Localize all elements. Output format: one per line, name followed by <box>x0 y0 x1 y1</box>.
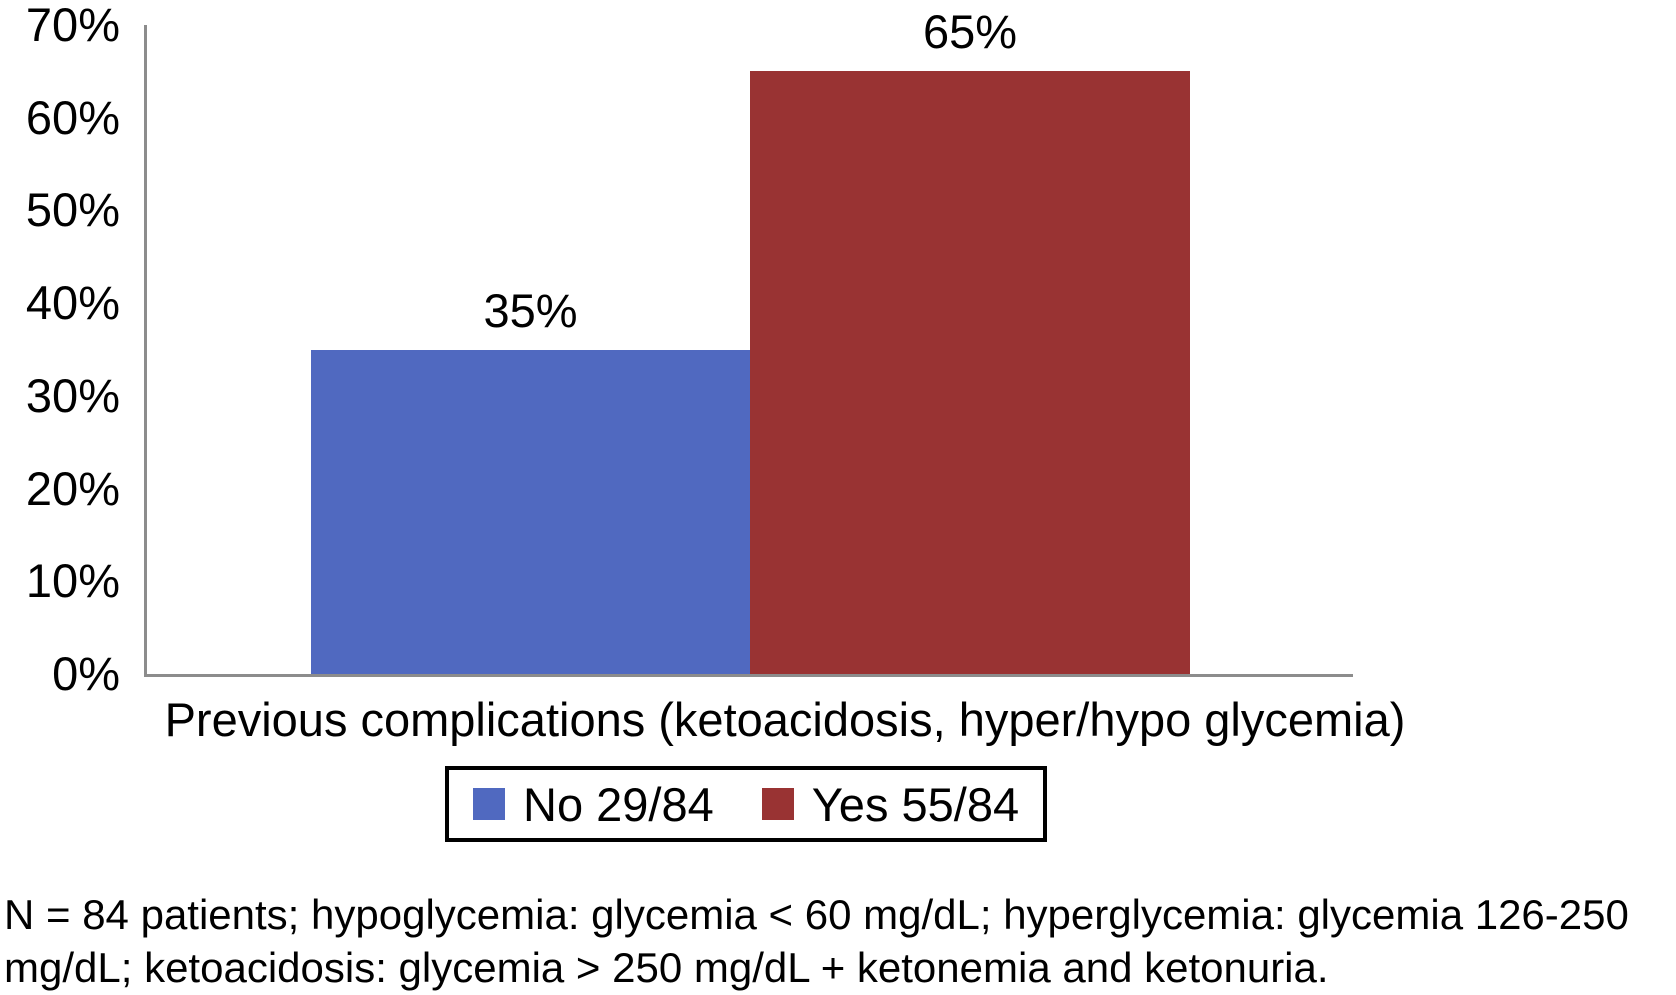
y-tick-30: 30% <box>25 369 120 422</box>
y-tick-60: 60% <box>25 91 120 144</box>
y-axis-tick-labels: 70% 60% 50% 40% 30% 20% 10% 0% <box>0 0 120 700</box>
y-tick-20: 20% <box>25 462 120 515</box>
footnote-line-1: N = 84 patients; hypoglycemia: glycemia … <box>4 891 1629 938</box>
legend: No 29/84 Yes 55/84 <box>445 766 1048 842</box>
bar-value-label-yes: 65% <box>922 5 1018 59</box>
x-axis-title: Previous complications (ketoacidosis, hy… <box>164 693 1406 746</box>
legend-label-no: No 29/84 <box>523 777 714 831</box>
bar-no <box>311 349 750 674</box>
y-tick-50: 50% <box>25 183 120 236</box>
y-tick-10: 10% <box>25 554 120 607</box>
footnote: N = 84 patients; hypoglycemia: glycemia … <box>4 888 1676 994</box>
bar-value-label-no: 35% <box>483 283 578 337</box>
legend-swatch-no-icon <box>473 788 505 820</box>
legend-item-yes: Yes 55/84 <box>761 777 1020 831</box>
legend-swatch-yes-icon <box>761 788 794 820</box>
x-axis-line <box>144 674 1353 677</box>
bar-yes <box>750 71 1190 674</box>
y-tick-40: 40% <box>25 276 120 329</box>
y-tick-70: 70% <box>25 0 120 51</box>
legend-item-no: No 29/84 <box>473 781 714 828</box>
y-axis-line <box>144 25 147 677</box>
plot-area: 35% 65% <box>147 8 1353 674</box>
footnote-line-2: mg/dL; ketoacidosis: glycemia > 250 mg/d… <box>4 944 1329 991</box>
legend-label-yes: Yes 55/84 <box>811 777 1020 831</box>
y-tick-0: 0% <box>52 647 120 700</box>
